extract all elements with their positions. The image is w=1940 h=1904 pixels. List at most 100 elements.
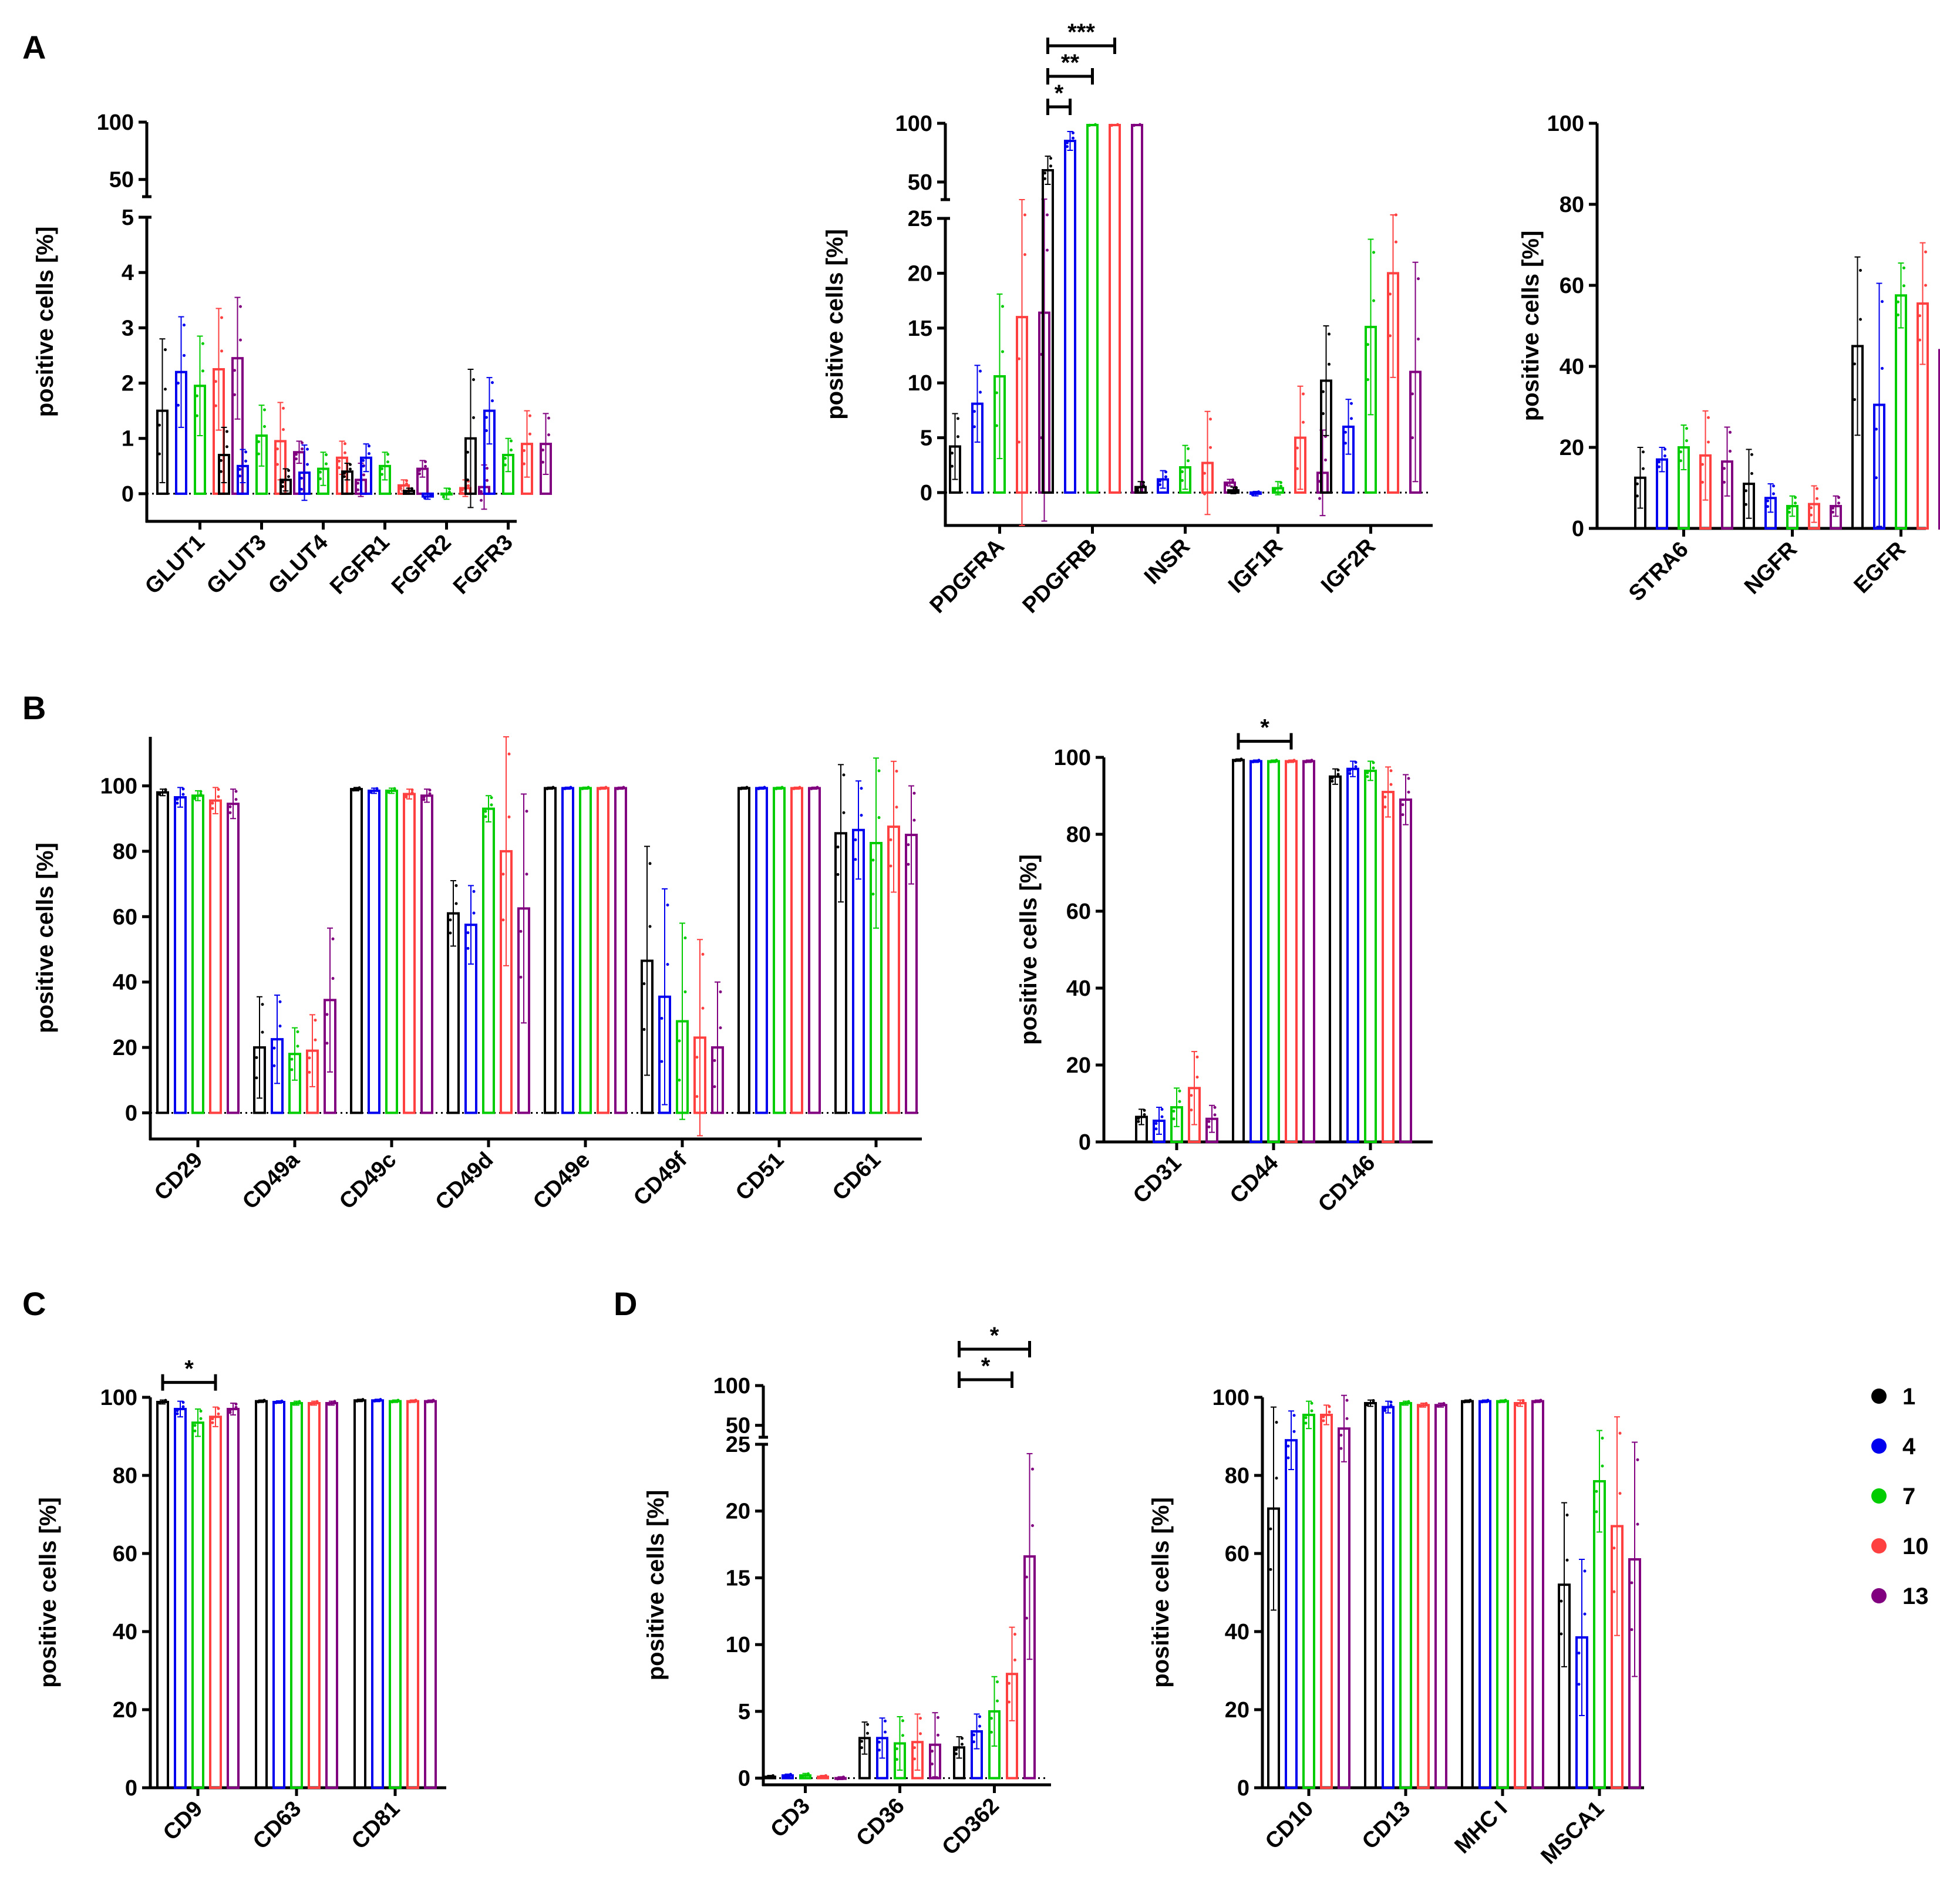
data-point [1304, 760, 1308, 763]
data-point [979, 390, 982, 394]
data-point [1350, 417, 1353, 420]
data-point [234, 1406, 238, 1409]
bar-7 [773, 787, 786, 1114]
data-point [1137, 1117, 1140, 1120]
data-point [1636, 482, 1639, 486]
y-tick-label: 20 [726, 1499, 750, 1524]
data-point [214, 380, 217, 383]
data-point [860, 787, 863, 790]
data-point [263, 408, 266, 412]
data-point [282, 406, 285, 410]
data-point [1274, 490, 1277, 494]
data-point [300, 487, 303, 491]
bar-13 [325, 1401, 338, 1790]
data-point [907, 843, 910, 847]
data-point [396, 1399, 400, 1403]
y-tick-label: 40 [113, 970, 137, 995]
data-point [1897, 300, 1899, 304]
y-tick-label: 20 [908, 261, 932, 286]
data-point [338, 466, 341, 470]
y-tick-label: 40 [1066, 976, 1091, 1001]
data-point [490, 796, 493, 800]
data-point [422, 798, 426, 801]
data-point [1195, 1076, 1199, 1079]
data-point [913, 1746, 916, 1750]
data-point [211, 1421, 214, 1424]
y-tick-label: 80 [113, 1464, 137, 1488]
data-point [889, 838, 892, 841]
x-tick-label: PDGFRA [925, 534, 1009, 618]
data-point [545, 787, 549, 790]
data-point [1918, 314, 1921, 318]
data-point [1336, 769, 1340, 772]
data-point [290, 1057, 294, 1061]
data-point [164, 790, 167, 793]
data-point [217, 1407, 220, 1410]
data-point [507, 752, 511, 756]
x-tick-label: CD13 [1358, 1797, 1415, 1854]
data-point [1345, 1417, 1349, 1420]
data-point [1372, 766, 1375, 770]
y-axis-title: positive cells [%] [822, 229, 848, 420]
bar-10 [1285, 760, 1298, 1144]
x-tick-label: EGFR [1850, 537, 1911, 598]
data-point [1136, 488, 1139, 492]
data-point [783, 1774, 786, 1778]
data-point [1008, 1681, 1011, 1685]
data-point [461, 488, 464, 491]
data-point [199, 1417, 203, 1420]
data-point [1133, 123, 1136, 127]
data-point [1663, 447, 1666, 451]
x-tick-label: FGFR3 [449, 530, 518, 599]
y-tick-label: 40 [113, 1620, 137, 1644]
data-point [292, 1402, 295, 1406]
data-point [1025, 1616, 1028, 1620]
data-point [919, 1717, 922, 1720]
data-point [1560, 1599, 1563, 1603]
x-tick-label: GLUT4 [264, 530, 333, 599]
data-point [472, 911, 476, 915]
data-point [1043, 171, 1046, 175]
y-tick-label: 80 [1560, 193, 1584, 217]
data-point [1679, 459, 1682, 463]
bar-4 [174, 796, 187, 1114]
data-point [244, 459, 247, 463]
data-point [1766, 499, 1769, 503]
data-point [331, 977, 335, 980]
data-point [1902, 266, 1905, 269]
data-point [343, 442, 346, 446]
data-point [278, 1025, 282, 1028]
bar-13 [808, 787, 821, 1114]
data-point [523, 462, 526, 466]
bar-4 [1382, 1406, 1395, 1789]
data-point [598, 787, 602, 790]
data-point [789, 1773, 792, 1777]
x-tick-label: CD36 [851, 1794, 909, 1851]
data-point [1164, 470, 1167, 474]
y-tick-label: 100 [1547, 112, 1584, 136]
bar-10 [1320, 1413, 1333, 1790]
y-tick-label: 15 [908, 316, 932, 341]
bar-10 [1382, 790, 1395, 1143]
data-point [1310, 1409, 1313, 1413]
data-point [1160, 1107, 1164, 1111]
data-point [1383, 1409, 1387, 1413]
bar-13 [1399, 798, 1412, 1144]
data-point [1389, 1400, 1393, 1404]
data-point [1902, 284, 1905, 288]
data-point [1436, 1404, 1440, 1407]
data-point [426, 1400, 429, 1403]
data-point [432, 1399, 435, 1403]
data-point [1187, 459, 1190, 463]
bar-10 [403, 793, 416, 1114]
data-point [1565, 1558, 1569, 1562]
data-point [1008, 1700, 1011, 1704]
panel-label-d: D [614, 1285, 637, 1322]
data-point [1383, 1407, 1387, 1410]
data-point [1424, 1403, 1428, 1406]
data-point [454, 902, 458, 905]
data-point [510, 439, 513, 443]
data-point [1322, 412, 1325, 415]
bar-1 [350, 788, 363, 1114]
data-point [1924, 250, 1927, 254]
